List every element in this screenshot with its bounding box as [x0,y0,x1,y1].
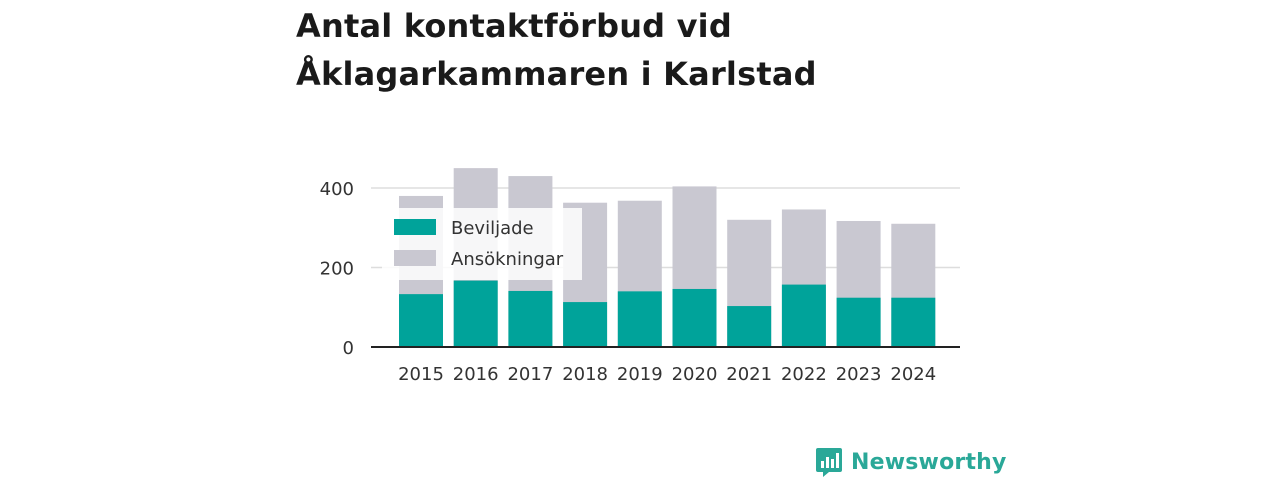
x-tick-label: 2017 [507,364,553,385]
chart-title-line-2: Åklagarkammaren i Karlstad [296,55,817,93]
brand-logo: Newsworthy [815,446,1007,478]
brand-name: Newsworthy [851,449,1007,475]
bar-beviljade [891,297,936,347]
chart-title-line-1: Antal kontaktförbud vid [296,7,732,45]
x-tick-label: 2016 [453,364,499,385]
y-tick-label: 200 [320,259,354,280]
x-tick-label: 2024 [890,364,936,385]
bar-beviljade [453,280,498,347]
bar-beviljade [781,284,826,347]
chart-title: Antal kontaktförbud vid Åklagarkammaren … [296,2,936,98]
newsworthy-logo-icon [816,448,842,477]
legend-swatch [394,250,436,266]
bar-beviljade [563,302,608,347]
x-tick-label: 2021 [726,364,772,385]
bar-beviljade [399,294,443,347]
x-tick-label: 2022 [781,364,827,385]
y-tick-label: 0 [343,338,354,359]
legend-label: Beviljade [451,218,534,239]
x-tick-label: 2020 [672,364,718,385]
y-tick-label: 400 [320,179,354,200]
bar-beviljade [508,290,553,347]
x-tick-label: 2019 [617,364,663,385]
x-tick-label: 2018 [562,364,608,385]
bar-beviljade [672,288,717,347]
legend-label: Ansökningar [451,249,564,270]
x-tick-label: 2015 [398,364,444,385]
legend-swatch [394,219,436,235]
x-tick-label: 2023 [836,364,882,385]
bar-beviljade [617,291,662,347]
bar-beviljade [727,306,772,347]
bar-beviljade [836,297,881,347]
